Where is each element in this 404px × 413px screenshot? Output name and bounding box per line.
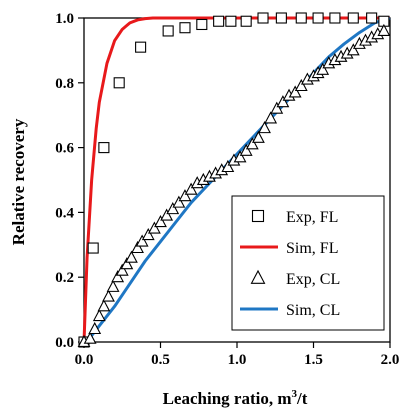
data-point-exp-cl bbox=[125, 250, 138, 263]
data-point-exp-fl bbox=[329, 12, 341, 24]
data-point-exp-cl bbox=[92, 308, 106, 322]
data-point-exp-cl bbox=[239, 143, 253, 156]
y-tick-label: 0.0 bbox=[55, 335, 74, 351]
data-point-exp-cl bbox=[172, 195, 186, 208]
data-point-exp-fl bbox=[225, 15, 237, 27]
data-point-exp-fl bbox=[98, 142, 110, 154]
data-point-exp-cl bbox=[111, 270, 125, 283]
data-point-exp-fl bbox=[347, 12, 359, 24]
data-point-exp-cl bbox=[141, 227, 155, 241]
data-point-exp-fl bbox=[162, 25, 174, 37]
data-point-exp-cl bbox=[115, 263, 129, 276]
x-axis-title-tail: /t bbox=[296, 389, 308, 408]
data-point-exp-cl bbox=[154, 215, 167, 228]
y-tick-label: 1.0 bbox=[55, 11, 74, 27]
x-tick-label: 0.0 bbox=[75, 352, 94, 368]
x-tick-label: 2.0 bbox=[381, 352, 400, 368]
y-tick-label: 0.4 bbox=[55, 205, 74, 221]
data-point-exp-cl bbox=[294, 78, 308, 92]
data-point-exp-cl bbox=[276, 95, 290, 108]
legend-label-exp-cl: Exp, CL bbox=[286, 271, 340, 288]
data-point-exp-cl bbox=[135, 234, 149, 247]
data-point-exp-fl bbox=[275, 12, 287, 24]
data-point-exp-cl bbox=[83, 331, 97, 344]
x-tick-label: 1.0 bbox=[228, 352, 247, 368]
legend-swatch-exp-fl bbox=[251, 209, 265, 223]
legend: Exp, FL Sim, FL Exp, CL Sim, CL bbox=[231, 195, 385, 331]
data-point-exp-cl bbox=[221, 159, 235, 173]
data-point-exp-cl bbox=[316, 62, 330, 75]
data-point-exp-fl bbox=[113, 77, 125, 89]
series-sim-fl bbox=[82, 16, 390, 343]
data-point-exp-cl bbox=[270, 101, 284, 114]
y-tick-label: 0.8 bbox=[55, 76, 74, 92]
data-point-exp-cl bbox=[166, 202, 180, 215]
series-exp-cl bbox=[77, 23, 391, 348]
data-point-exp-cl bbox=[252, 130, 265, 143]
data-point-exp-cl bbox=[264, 111, 278, 124]
data-point-exp-cl bbox=[147, 221, 161, 234]
legend-label-exp-fl: Exp, FL bbox=[286, 209, 338, 226]
x-axis-title-sup: 3 bbox=[292, 388, 298, 400]
data-point-exp-fl bbox=[135, 41, 147, 53]
data-point-exp-cl bbox=[88, 321, 102, 335]
data-point-exp-cl bbox=[106, 279, 120, 292]
data-point-exp-fl bbox=[179, 22, 191, 34]
y-tick-label: 0.6 bbox=[55, 141, 74, 157]
data-point-exp-fl bbox=[366, 12, 378, 24]
x-axis-title: Leaching ratio, m3/t bbox=[163, 388, 308, 408]
data-point-exp-fl bbox=[196, 18, 208, 31]
data-point-exp-cl bbox=[97, 299, 111, 312]
legend-label-sim-fl: Sim, FL bbox=[286, 240, 338, 257]
data-point-exp-cl bbox=[160, 208, 174, 221]
y-tick-label: 0.2 bbox=[55, 270, 74, 286]
data-point-exp-cl bbox=[245, 137, 259, 150]
data-point-exp-cl bbox=[233, 150, 247, 163]
legend-swatch-exp-cl bbox=[250, 269, 266, 284]
x-tick-label: 1.5 bbox=[304, 352, 323, 368]
data-point-exp-fl bbox=[87, 242, 99, 254]
y-axis-title: Relative recovery bbox=[9, 118, 28, 245]
series-line-sim-fl bbox=[82, 16, 390, 343]
data-point-exp-fl bbox=[213, 15, 225, 27]
data-point-exp-cl bbox=[288, 85, 302, 98]
data-point-exp-cl bbox=[178, 189, 192, 202]
data-point-exp-cl bbox=[120, 257, 134, 270]
data-point-exp-cl bbox=[102, 289, 115, 302]
x-axis-title-main: Leaching ratio, m bbox=[163, 389, 292, 408]
series-exp-fl bbox=[78, 12, 390, 348]
data-point-exp-cl bbox=[258, 121, 271, 134]
data-point-exp-cl bbox=[131, 240, 144, 254]
series-layer bbox=[77, 12, 391, 348]
data-point-exp-fl bbox=[312, 12, 324, 24]
data-point-exp-fl bbox=[295, 12, 307, 24]
data-point-exp-cl bbox=[377, 23, 391, 36]
legend-label-sim-cl: Sim, CL bbox=[286, 302, 340, 319]
data-point-exp-cl bbox=[346, 43, 360, 56]
tick-labels: 0.0 0.5 1.0 1.5 2.0 0.0 0.2 0.4 0.6 0.8 1.0 bbox=[55, 11, 399, 368]
x-tick-label: 0.5 bbox=[151, 352, 170, 368]
data-point-exp-fl bbox=[257, 12, 269, 24]
data-point-exp-fl bbox=[240, 15, 252, 27]
data-point-exp-cl bbox=[184, 182, 198, 195]
